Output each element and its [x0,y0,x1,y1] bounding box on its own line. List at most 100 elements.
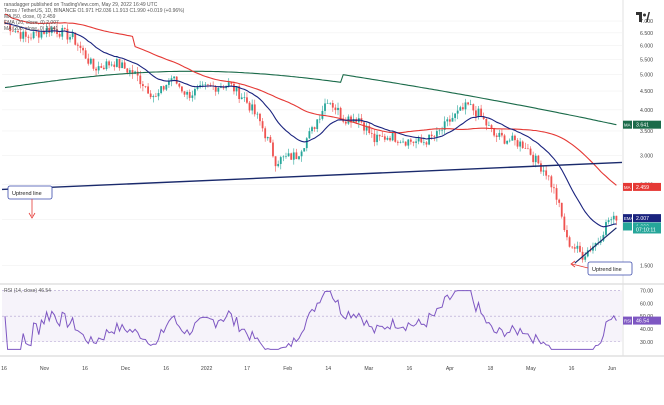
candle-body [451,117,454,122]
candle-body [207,84,209,86]
candle-body [365,125,368,131]
candle-body [417,137,420,142]
candle-body [43,31,45,34]
candle-body [433,136,436,137]
candle-body [555,188,558,200]
candle-body [326,103,329,104]
candle-body [402,141,404,143]
candle-body [493,128,496,136]
rsi-label-tag [623,316,632,325]
uptrend-line [574,227,617,264]
candle-body [482,116,485,120]
candle-body [579,245,581,252]
candle-body [100,66,103,68]
candle-body [264,128,267,139]
price-label-ma: MA 2.459 [623,182,661,191]
candle-body [612,215,615,220]
candle-body [373,133,376,143]
candle-body [274,156,277,167]
candle-body [459,107,462,111]
price-tick: 3.500 [640,129,653,135]
candle-body [334,107,337,111]
time-tick: Jun [608,366,616,372]
rsi-tick: 40.00 [640,327,653,333]
candle-body [175,76,178,84]
price-label-name: MA [624,185,631,190]
time-tick: 17 [244,366,250,372]
candle-body [251,104,254,111]
candle-body [110,64,113,66]
price-tick: 3.000 [640,153,653,159]
candle-body [490,125,493,129]
candle-body [474,110,477,117]
candle-body [396,141,399,143]
candle-body [519,141,522,147]
candle-body [102,67,105,70]
candle-body [331,103,334,108]
candle-body [305,138,308,149]
candle-body [243,97,246,98]
candle-body [69,37,71,40]
candle-body [542,170,545,172]
annotation-arrowhead [28,212,36,219]
time-tick: Nov [40,366,50,372]
candle-body [503,135,506,144]
candle-body [126,68,129,73]
candle-body [149,93,152,98]
candle-body [553,187,555,189]
candle-body [558,199,561,203]
candle-body [454,113,457,118]
candle-body [50,27,53,33]
candle-body [435,131,438,137]
candle-body [425,142,428,145]
candle-body [32,31,35,39]
candle-body [404,141,407,146]
candle-body [82,47,84,51]
price-tick: 5.500 [640,57,653,63]
candle-body [602,234,605,241]
candle-body [443,121,446,130]
candle-body [472,104,475,111]
rsi-line [4,290,617,350]
candle-body [576,245,579,249]
candle-body [194,89,196,96]
price-axis: 7.000 6.500 6.000 5.500 5.000 4.500 4.000 3.500… [623,19,661,269]
candle-body [209,84,212,86]
candle-body [58,34,61,37]
candle-body [178,83,181,87]
candle-body [279,157,282,164]
price-label-name: EMA [624,216,633,221]
candle-body [261,121,264,129]
candle-body [363,122,365,131]
candle-body [181,86,183,92]
time-tick: 2022 [201,366,213,372]
candle-body [430,134,433,137]
rsi-label-value: 46.54 [636,319,649,325]
candle-body [141,84,144,87]
price-label-box [633,182,661,191]
candle-body [147,86,150,94]
candle-body [24,31,27,37]
candle-body [407,139,410,146]
candle-body [118,59,121,69]
candle-body [511,135,514,141]
price-label-value: 2.459 [636,185,649,191]
price-label-ma: MA 3.641 [623,120,661,129]
candle-body [256,113,259,115]
candle-body [521,141,524,149]
candle-body [566,230,568,238]
candle-body [230,82,233,84]
ma50-line [4,13,617,186]
candle-body [105,61,108,70]
rsi-label-name: RSI [624,319,631,324]
candle-body [610,219,613,221]
candle-body [295,152,298,160]
candle-body [95,68,97,71]
candle-body [113,64,116,67]
candle-body [53,27,56,30]
candle-body [131,70,134,74]
candle-body [285,156,287,157]
price-label-box [633,120,661,129]
